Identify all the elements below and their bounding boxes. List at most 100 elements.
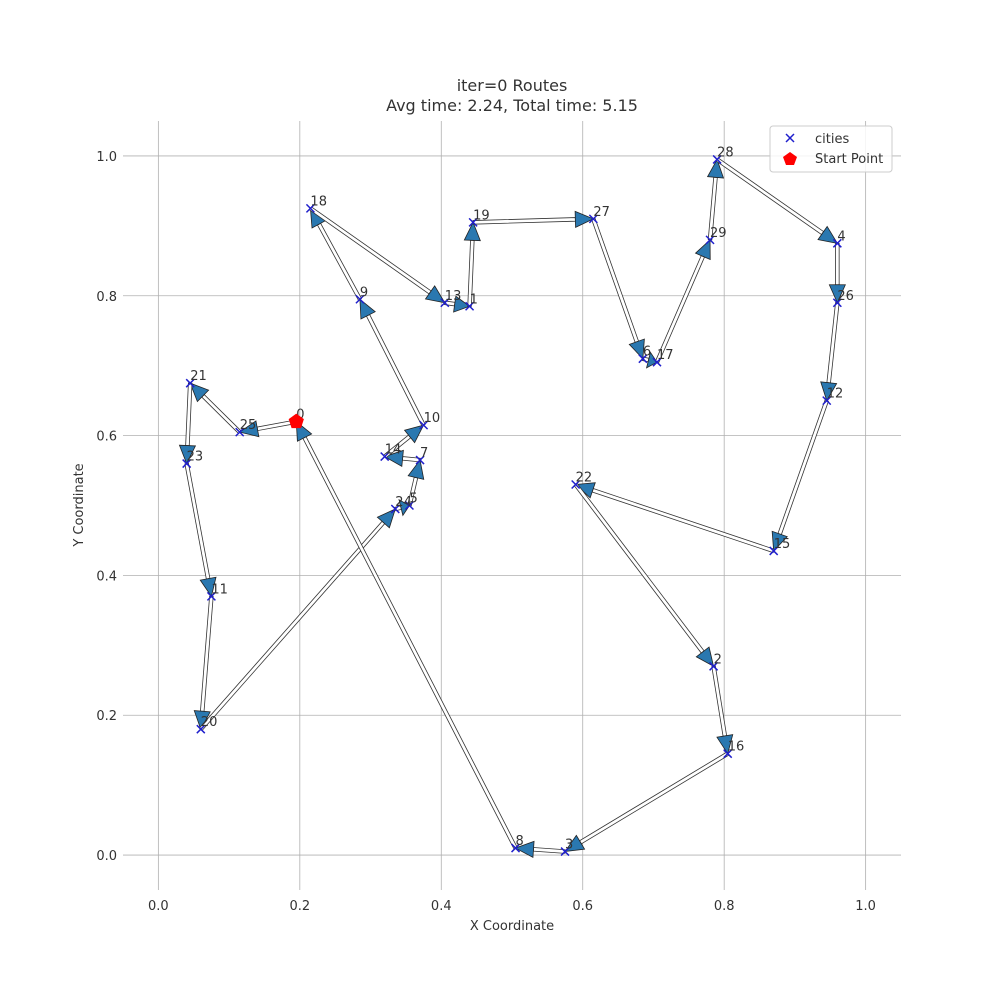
city-marker [588,214,598,224]
city-label: 14 [385,443,402,458]
city-marker [206,591,216,601]
x-tick-label: 0.8 [714,899,735,914]
city-marker [571,479,581,490]
city-label: 24 [395,495,412,510]
grid [123,121,901,890]
city-label: 15 [774,537,791,552]
route-arrow [184,462,217,598]
city-label: 19 [473,208,490,223]
city-marker [440,298,450,308]
legend-cities-icon [785,133,795,143]
y-tick-labels: 0.0 0.2 0.4 0.6 0.8 1.0 [96,150,117,864]
y-tick-label: 1.0 [96,150,117,165]
city-marker [468,217,478,227]
start-point-pentagon [288,413,304,429]
city-label: 25 [240,418,257,433]
route-arrow [573,482,715,668]
start-point-marker [288,413,304,429]
city-label: 26 [837,289,854,304]
route-arrow [574,482,775,554]
route-arrow [295,420,518,850]
city-label: 29 [710,226,727,241]
city-labels: 0123456789101112131415161718192021222324… [187,145,854,852]
city-label: 3 [565,838,573,853]
y-tick-label: 0.0 [96,849,117,864]
city-marker [769,546,779,556]
city-marker [705,235,715,245]
city-marker [380,452,390,462]
x-tick-label: 0.6 [572,899,593,914]
legend-label-cities: cities [815,132,849,147]
x-tick-label: 0.2 [289,899,310,914]
route-arrow [591,217,645,360]
city-marker [652,357,662,367]
x-tick-labels: 0.0 0.2 0.4 0.6 0.8 1.0 [148,899,876,914]
route-arrow [444,295,471,313]
city-label: 28 [717,145,734,160]
y-tick-label: 0.4 [96,569,117,584]
legend-start-icon [783,152,797,165]
city-label: 4 [837,229,845,244]
city-label: 0 [296,408,304,423]
city-marker [235,427,245,437]
city-label: 16 [728,740,745,755]
city-label: 2 [714,652,722,667]
route-arrow [514,840,566,858]
route-arrow [198,508,396,731]
route-arrow [308,206,446,304]
route-arrow [189,382,242,434]
y-tick-label: 0.8 [96,290,117,305]
y-tick-label: 0.2 [96,709,117,724]
city-marker [638,354,648,364]
city-label: 22 [576,471,593,486]
city-marker [355,294,365,304]
route-arrow [654,238,711,364]
city-label: 11 [211,582,228,597]
route-arrow [309,207,363,301]
chart-title-line2: Avg time: 2.24, Total time: 5.15 [386,96,638,115]
city-label: 8 [516,834,524,849]
city-marker [182,459,192,469]
legend: cities Start Point [769,125,893,173]
route-arrow [564,751,730,853]
route-arrow [193,595,214,731]
route-arrows [178,157,846,858]
city-label: 5 [409,492,417,507]
city-marker [709,661,719,671]
city-marker [419,420,429,430]
y-tick-label: 0.6 [96,430,117,445]
legend-box [769,125,893,173]
city-markers [182,154,842,857]
city-marker [465,301,475,311]
city-label: 18 [310,194,327,209]
x-tick-label: 1.0 [855,899,876,914]
route-arrow [382,424,425,459]
city-marker [822,396,832,406]
city-label: 20 [201,715,218,730]
chart-title-line1: iter=0 Routes [457,76,568,95]
route-arrow [359,298,426,427]
city-marker [415,455,425,465]
city-label: 1 [470,292,478,307]
route-arrow [383,449,421,467]
city-marker [723,749,733,759]
x-tick-label: 0.0 [148,899,169,914]
route-arrow [472,210,595,229]
city-label: 27 [593,205,610,220]
city-marker [390,504,400,514]
city-marker [185,378,195,388]
city-marker [712,154,722,164]
city-label: 7 [420,446,428,461]
city-label: 23 [187,450,204,465]
x-tick-label: 0.4 [431,899,452,914]
route-arrow [178,382,197,465]
route-arrow [407,459,425,507]
city-marker [404,500,414,511]
x-axis-label: X Coordinate [470,919,554,934]
city-label: 12 [827,387,844,402]
city-label: 21 [190,369,207,384]
city-label: 9 [360,285,368,300]
city-label: 13 [445,289,462,304]
city-marker [196,724,206,734]
